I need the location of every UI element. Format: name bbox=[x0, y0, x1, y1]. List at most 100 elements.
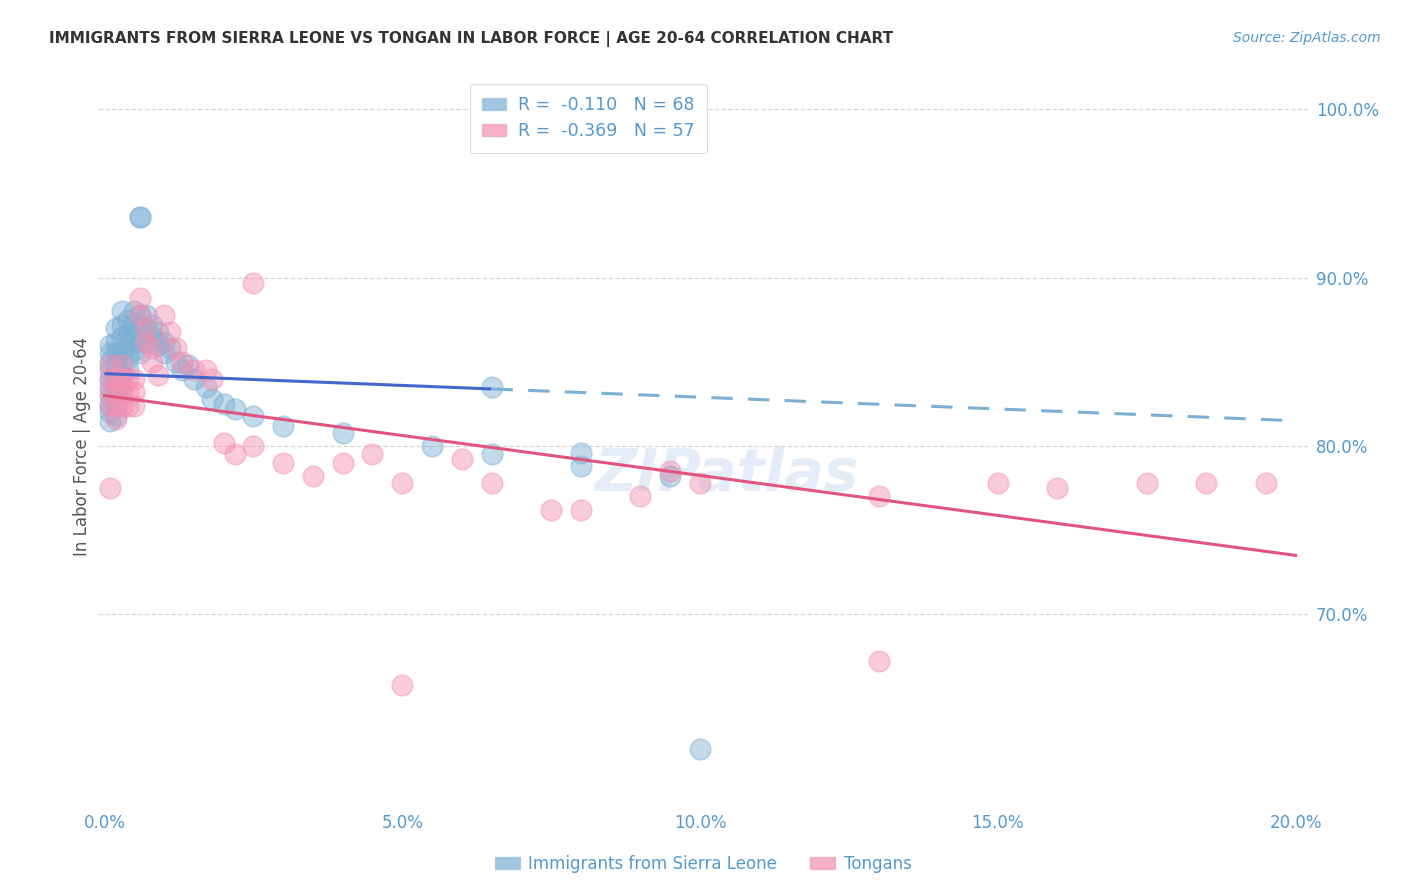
Point bbox=[224, 447, 246, 461]
Point bbox=[420, 439, 443, 453]
Point bbox=[183, 372, 205, 386]
Point bbox=[141, 342, 163, 356]
Point bbox=[98, 358, 121, 372]
Point bbox=[98, 338, 121, 352]
Point bbox=[111, 368, 134, 383]
Point bbox=[111, 380, 134, 394]
Point bbox=[129, 346, 152, 360]
Point bbox=[1136, 476, 1159, 491]
Point bbox=[1195, 476, 1218, 491]
Point bbox=[242, 439, 264, 453]
Point bbox=[153, 346, 176, 360]
Point bbox=[194, 363, 217, 377]
Point bbox=[98, 399, 121, 413]
Point bbox=[122, 304, 145, 318]
Text: IMMIGRANTS FROM SIERRA LEONE VS TONGAN IN LABOR FORCE | AGE 20-64 CORRELATION CH: IMMIGRANTS FROM SIERRA LEONE VS TONGAN I… bbox=[49, 31, 893, 47]
Point bbox=[135, 321, 157, 335]
Point bbox=[135, 308, 157, 322]
Point bbox=[117, 372, 139, 386]
Point bbox=[105, 358, 128, 372]
Point bbox=[105, 384, 128, 398]
Point bbox=[129, 334, 152, 349]
Point bbox=[212, 435, 235, 450]
Legend: R =  -0.110   N = 68, R =  -0.369   N = 57: R = -0.110 N = 68, R = -0.369 N = 57 bbox=[470, 84, 707, 153]
Point bbox=[224, 401, 246, 416]
Point bbox=[105, 399, 128, 413]
Point bbox=[242, 276, 264, 290]
Point bbox=[540, 503, 562, 517]
Point bbox=[98, 414, 121, 428]
Point bbox=[117, 338, 139, 352]
Point bbox=[111, 399, 134, 413]
Point bbox=[165, 342, 187, 356]
Point bbox=[122, 372, 145, 386]
Point bbox=[450, 452, 472, 467]
Point bbox=[117, 363, 139, 377]
Point bbox=[170, 363, 193, 377]
Point bbox=[117, 326, 139, 341]
Point bbox=[361, 447, 384, 461]
Point bbox=[242, 409, 264, 423]
Point bbox=[1254, 476, 1277, 491]
Point bbox=[135, 321, 157, 335]
Point bbox=[569, 446, 592, 460]
Point bbox=[105, 385, 128, 400]
Point bbox=[153, 334, 176, 349]
Point bbox=[200, 392, 222, 406]
Point bbox=[868, 490, 890, 504]
Point bbox=[129, 210, 152, 224]
Point bbox=[98, 355, 121, 369]
Point bbox=[122, 329, 145, 343]
Point bbox=[98, 363, 121, 377]
Point bbox=[105, 321, 128, 335]
Point bbox=[98, 481, 121, 495]
Point bbox=[105, 397, 128, 411]
Point bbox=[122, 399, 145, 413]
Point bbox=[146, 325, 169, 339]
Point bbox=[117, 351, 139, 366]
Point bbox=[868, 655, 890, 669]
Point bbox=[569, 503, 592, 517]
Point bbox=[659, 469, 682, 483]
Point bbox=[122, 318, 145, 332]
Point bbox=[111, 385, 134, 400]
Point bbox=[332, 456, 354, 470]
Point bbox=[141, 329, 163, 343]
Point bbox=[630, 490, 652, 504]
Point bbox=[105, 372, 128, 386]
Point bbox=[129, 210, 152, 224]
Point bbox=[111, 372, 134, 386]
Point bbox=[98, 388, 121, 402]
Point bbox=[569, 459, 592, 474]
Point bbox=[105, 334, 128, 349]
Point bbox=[105, 412, 128, 426]
Point bbox=[111, 343, 134, 357]
Point bbox=[98, 397, 121, 411]
Point bbox=[129, 291, 152, 305]
Point bbox=[98, 380, 121, 394]
Point bbox=[135, 334, 157, 349]
Point bbox=[122, 343, 145, 357]
Point bbox=[122, 385, 145, 400]
Point bbox=[98, 385, 121, 400]
Legend: Immigrants from Sierra Leone, Tongans: Immigrants from Sierra Leone, Tongans bbox=[488, 848, 918, 880]
Point bbox=[302, 469, 325, 483]
Point bbox=[1046, 481, 1069, 495]
Point bbox=[146, 338, 169, 352]
Point bbox=[111, 358, 134, 372]
Point bbox=[129, 321, 152, 335]
Point bbox=[141, 355, 163, 369]
Point bbox=[98, 372, 121, 386]
Point bbox=[111, 318, 134, 332]
Point bbox=[153, 308, 176, 322]
Point bbox=[481, 476, 503, 491]
Point bbox=[111, 329, 134, 343]
Point bbox=[111, 304, 134, 318]
Point bbox=[117, 399, 139, 413]
Point bbox=[98, 372, 121, 386]
Point bbox=[129, 308, 152, 322]
Point bbox=[332, 425, 354, 440]
Text: Source: ZipAtlas.com: Source: ZipAtlas.com bbox=[1233, 31, 1381, 45]
Point bbox=[98, 405, 121, 419]
Point bbox=[135, 334, 157, 349]
